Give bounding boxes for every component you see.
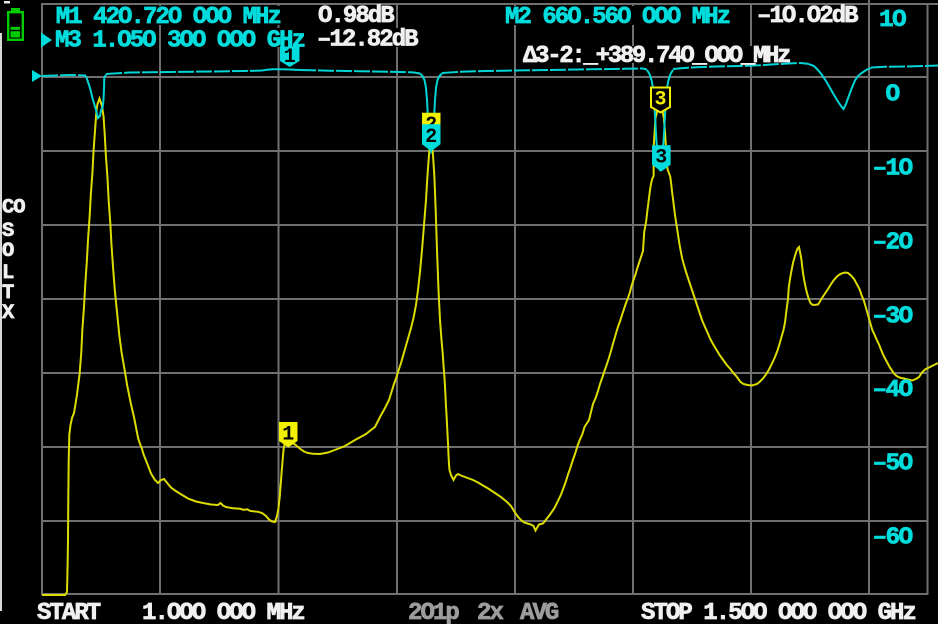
svg-text:1.OOO OOO MHz: 1.OOO OOO MHz	[142, 600, 304, 624]
svg-text:M3 1.O5O 3OO OOO GHz: M3 1.O5O 3OO OOO GHz	[55, 28, 305, 55]
svg-text:2: 2	[425, 126, 437, 149]
svg-text:CO: CO	[2, 197, 25, 220]
svg-text:–1O: –1O	[872, 156, 912, 183]
svg-text:S: S	[2, 220, 14, 243]
svg-text:M2 66O.56O OOO MHz: M2 66O.56O OOO MHz	[505, 4, 730, 31]
svg-text:–6O: –6O	[872, 525, 912, 552]
svg-text:1: 1	[284, 46, 296, 69]
svg-text:AVG: AVG	[520, 600, 559, 624]
svg-text:T: T	[2, 282, 14, 305]
svg-text:1O: 1O	[879, 7, 906, 34]
svg-text:X: X	[2, 302, 15, 325]
svg-text:START: START	[37, 600, 101, 624]
svg-text:O: O	[2, 240, 14, 263]
svg-text:STOP 1.5OO OOO OOO GHz: STOP 1.5OO OOO OOO GHz	[641, 600, 915, 624]
svg-text:O.98dB: O.98dB	[318, 3, 394, 30]
svg-text:1: 1	[282, 424, 294, 447]
svg-text:–4O: –4O	[872, 377, 912, 404]
svg-text:O: O	[885, 82, 899, 109]
svg-text:–12.82dB: –12.82dB	[317, 27, 418, 54]
svg-text:L: L	[2, 262, 14, 285]
svg-text:M1 42O.72O OOO MHz: M1 42O.72O OOO MHz	[56, 4, 281, 31]
svg-text:–2O: –2O	[872, 230, 912, 257]
svg-text:3: 3	[654, 89, 666, 112]
svg-text:Δ3-2:_+389.74O_OOO_MHz: Δ3-2:_+389.74O_OOO_MHz	[523, 43, 790, 70]
svg-text:2O1p: 2O1p	[408, 600, 459, 624]
svg-text:–1O.O2dB: –1O.O2dB	[757, 3, 858, 30]
svg-text:2x: 2x	[477, 600, 503, 624]
svg-text:–3O: –3O	[872, 304, 912, 331]
svg-text:3: 3	[655, 147, 667, 170]
svg-text:–5O: –5O	[872, 451, 912, 478]
